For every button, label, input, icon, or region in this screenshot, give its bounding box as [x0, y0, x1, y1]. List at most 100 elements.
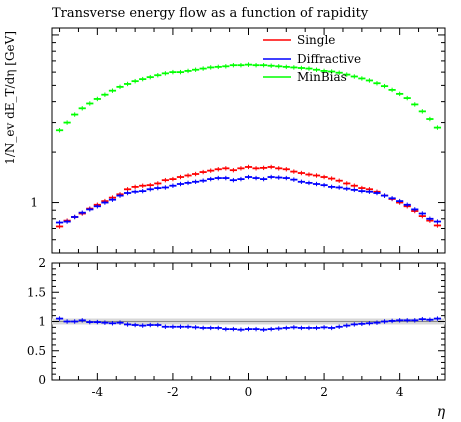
ratio-point-diffractive [101, 320, 109, 325]
data-point-diffractive [388, 196, 396, 201]
data-point-diffractive [267, 174, 275, 180]
data-point-single [139, 183, 147, 188]
x-axis-label: η [437, 404, 446, 420]
data-point-single [297, 170, 306, 176]
y-tick-label: 0 [38, 373, 46, 387]
data-point-single [282, 167, 290, 172]
ratio-point-diffractive [312, 325, 321, 331]
data-point-minbias [380, 83, 389, 89]
data-point-minbias [191, 67, 200, 72]
ratio-point-diffractive [93, 319, 101, 325]
data-point-diffractive [139, 188, 147, 194]
data-point-single [328, 176, 336, 181]
data-point-single [433, 223, 442, 228]
legend-label-single: Single [297, 33, 335, 47]
data-point-minbias [154, 73, 162, 78]
ratio-point-diffractive [380, 319, 389, 324]
ratio-point-diffractive [184, 324, 192, 329]
data-point-diffractive [350, 187, 358, 193]
data-point-diffractive [365, 189, 374, 194]
data-point-single [55, 224, 64, 229]
data-point-diffractive [312, 181, 321, 187]
data-point-minbias [350, 74, 358, 79]
data-point-single [290, 169, 298, 174]
data-point-single [305, 172, 313, 177]
data-point-diffractive [154, 185, 162, 191]
data-point-single [146, 182, 154, 188]
data-point-single [184, 173, 192, 178]
ratio-point-diffractive [373, 320, 381, 325]
ratio-point-diffractive [426, 317, 434, 322]
data-point-diffractive [418, 211, 426, 216]
data-point-diffractive [297, 179, 306, 184]
data-point-minbias [86, 101, 94, 106]
data-point-minbias [267, 63, 275, 68]
y-tick-label: 1 [38, 315, 46, 329]
data-point-minbias [260, 62, 268, 68]
data-point-minbias [101, 92, 109, 97]
data-point-minbias [433, 125, 442, 130]
data-point-diffractive [123, 190, 132, 196]
ratio-point-diffractive [305, 325, 313, 331]
ratio-point-diffractive [335, 324, 343, 329]
data-point-diffractive [146, 187, 154, 192]
ratio-point-diffractive [207, 325, 215, 331]
data-point-diffractive [335, 185, 343, 190]
ratio-point-diffractive [108, 321, 117, 326]
data-point-diffractive [108, 197, 117, 202]
data-point-single [335, 178, 343, 183]
data-point-diffractive [78, 210, 86, 215]
data-point-minbias [275, 64, 283, 69]
data-point-single [244, 164, 253, 170]
data-point-single [252, 166, 260, 171]
y-tick-label: 0.5 [27, 344, 46, 358]
data-point-minbias [214, 64, 222, 70]
data-point-minbias [207, 65, 215, 70]
data-point-single [237, 166, 245, 171]
data-point-diffractive [358, 188, 366, 194]
data-point-single [312, 173, 321, 178]
data-point-single [154, 181, 162, 186]
data-point-minbias [297, 65, 306, 71]
ratio-point-diffractive [328, 325, 336, 331]
data-point-minbias [71, 112, 79, 117]
data-point-diffractive [55, 220, 64, 225]
data-point-minbias [78, 106, 86, 111]
legend: Single Diffractive MinBias [263, 33, 361, 84]
data-point-diffractive [320, 182, 328, 188]
ratio-point-diffractive [222, 326, 230, 332]
data-point-diffractive [426, 216, 434, 221]
data-point-single [169, 176, 177, 182]
data-point-minbias [169, 69, 177, 75]
data-point-diffractive [184, 180, 192, 186]
x-tick-label: -2 [167, 385, 179, 399]
data-point-minbias [55, 128, 64, 133]
data-point-single [320, 174, 328, 180]
legend-label-diffractive: Diffractive [297, 52, 361, 66]
data-point-minbias [396, 91, 404, 97]
data-point-minbias [373, 81, 381, 86]
data-point-diffractive [101, 200, 109, 205]
data-point-minbias [312, 67, 321, 72]
data-point-diffractive [252, 175, 260, 181]
data-point-diffractive [199, 178, 207, 183]
data-point-diffractive [229, 177, 237, 183]
data-point-minbias [411, 102, 419, 107]
y-tick-label: 1 [30, 196, 38, 210]
data-point-diffractive [161, 185, 169, 190]
ratio-point-diffractive [252, 326, 260, 332]
data-point-minbias [184, 68, 192, 74]
data-point-minbias [146, 74, 154, 80]
data-point-single [191, 171, 200, 177]
data-point-minbias [139, 76, 147, 82]
data-point-minbias [358, 76, 366, 81]
data-point-diffractive [176, 181, 185, 187]
data-point-minbias [161, 71, 169, 76]
data-point-minbias [131, 78, 139, 84]
ratio-point-diffractive [282, 325, 290, 331]
data-point-single [176, 174, 185, 180]
data-point-diffractive [116, 193, 124, 198]
x-tick-label: 4 [396, 385, 404, 399]
ratio-point-diffractive [275, 326, 283, 331]
